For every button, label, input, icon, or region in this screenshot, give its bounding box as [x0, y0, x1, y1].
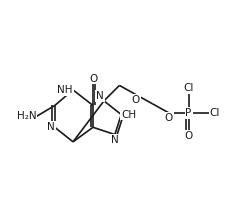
Text: O: O	[89, 74, 97, 84]
Text: N: N	[96, 91, 104, 101]
Text: O: O	[185, 131, 193, 141]
Text: Cl: Cl	[210, 108, 220, 118]
Text: NH: NH	[58, 85, 73, 95]
Text: N: N	[47, 122, 55, 132]
Text: H₂N: H₂N	[17, 111, 37, 121]
Text: P: P	[186, 108, 192, 118]
Text: CH: CH	[121, 110, 136, 119]
Text: Cl: Cl	[184, 83, 194, 93]
Text: N: N	[111, 135, 119, 145]
Text: O: O	[132, 95, 140, 105]
Text: O: O	[164, 113, 173, 123]
